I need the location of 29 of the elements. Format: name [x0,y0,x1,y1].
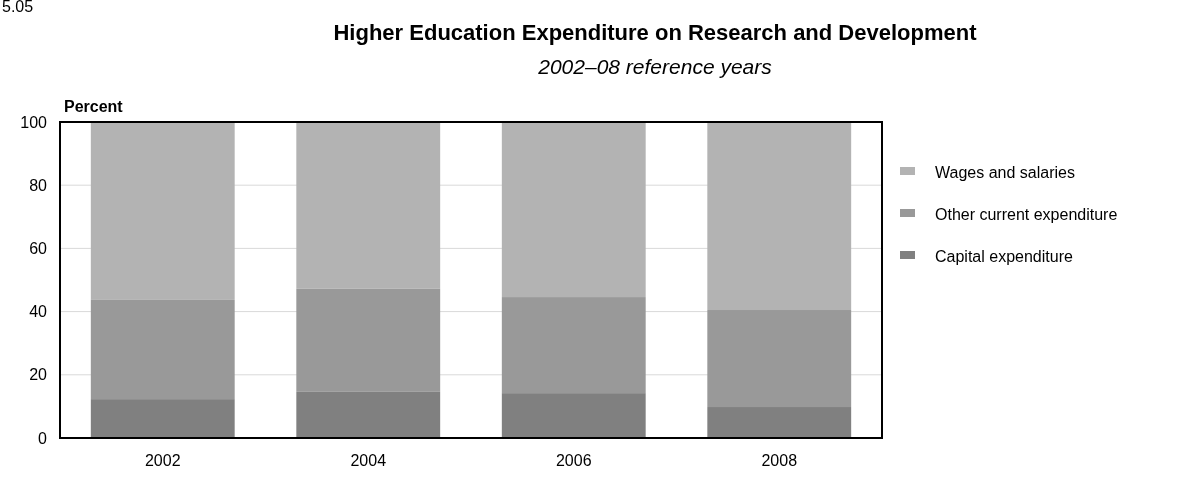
x-tick-label: 2006 [555,452,592,469]
x-tick-label: 2002 [144,452,181,469]
chart-subtitle: 2002–08 reference years [537,55,773,78]
bar [296,391,441,438]
bar [707,310,852,408]
bar [90,299,235,400]
bar [90,399,235,438]
bar [707,407,852,438]
legend-label: Other current expenditure [935,205,1118,223]
legend-label: Capital expenditure [935,247,1073,265]
y-tick-label: 40 [29,303,48,321]
bar [296,288,441,392]
y-tick-label: 20 [29,366,48,384]
y-tick-label: 100 [20,113,48,131]
bar [707,122,852,311]
text: 5.05 [2,0,34,15]
x-tick-label: 2008 [761,452,798,469]
x-tick-label: 2004 [350,452,387,469]
y-tick-label: 60 [29,240,48,257]
bar [296,122,441,289]
chart-title: Higher Education Expenditure on Research and Development [333,20,978,45]
y-tick-label: 80 [29,176,48,194]
bar [501,393,646,438]
bar [90,122,235,300]
bar [501,297,646,394]
bar [501,122,646,298]
legend-label: Wages and salaries [935,163,1075,181]
y-axis-title: Percent [64,98,124,115]
y-tick-label: 0 [38,429,48,447]
